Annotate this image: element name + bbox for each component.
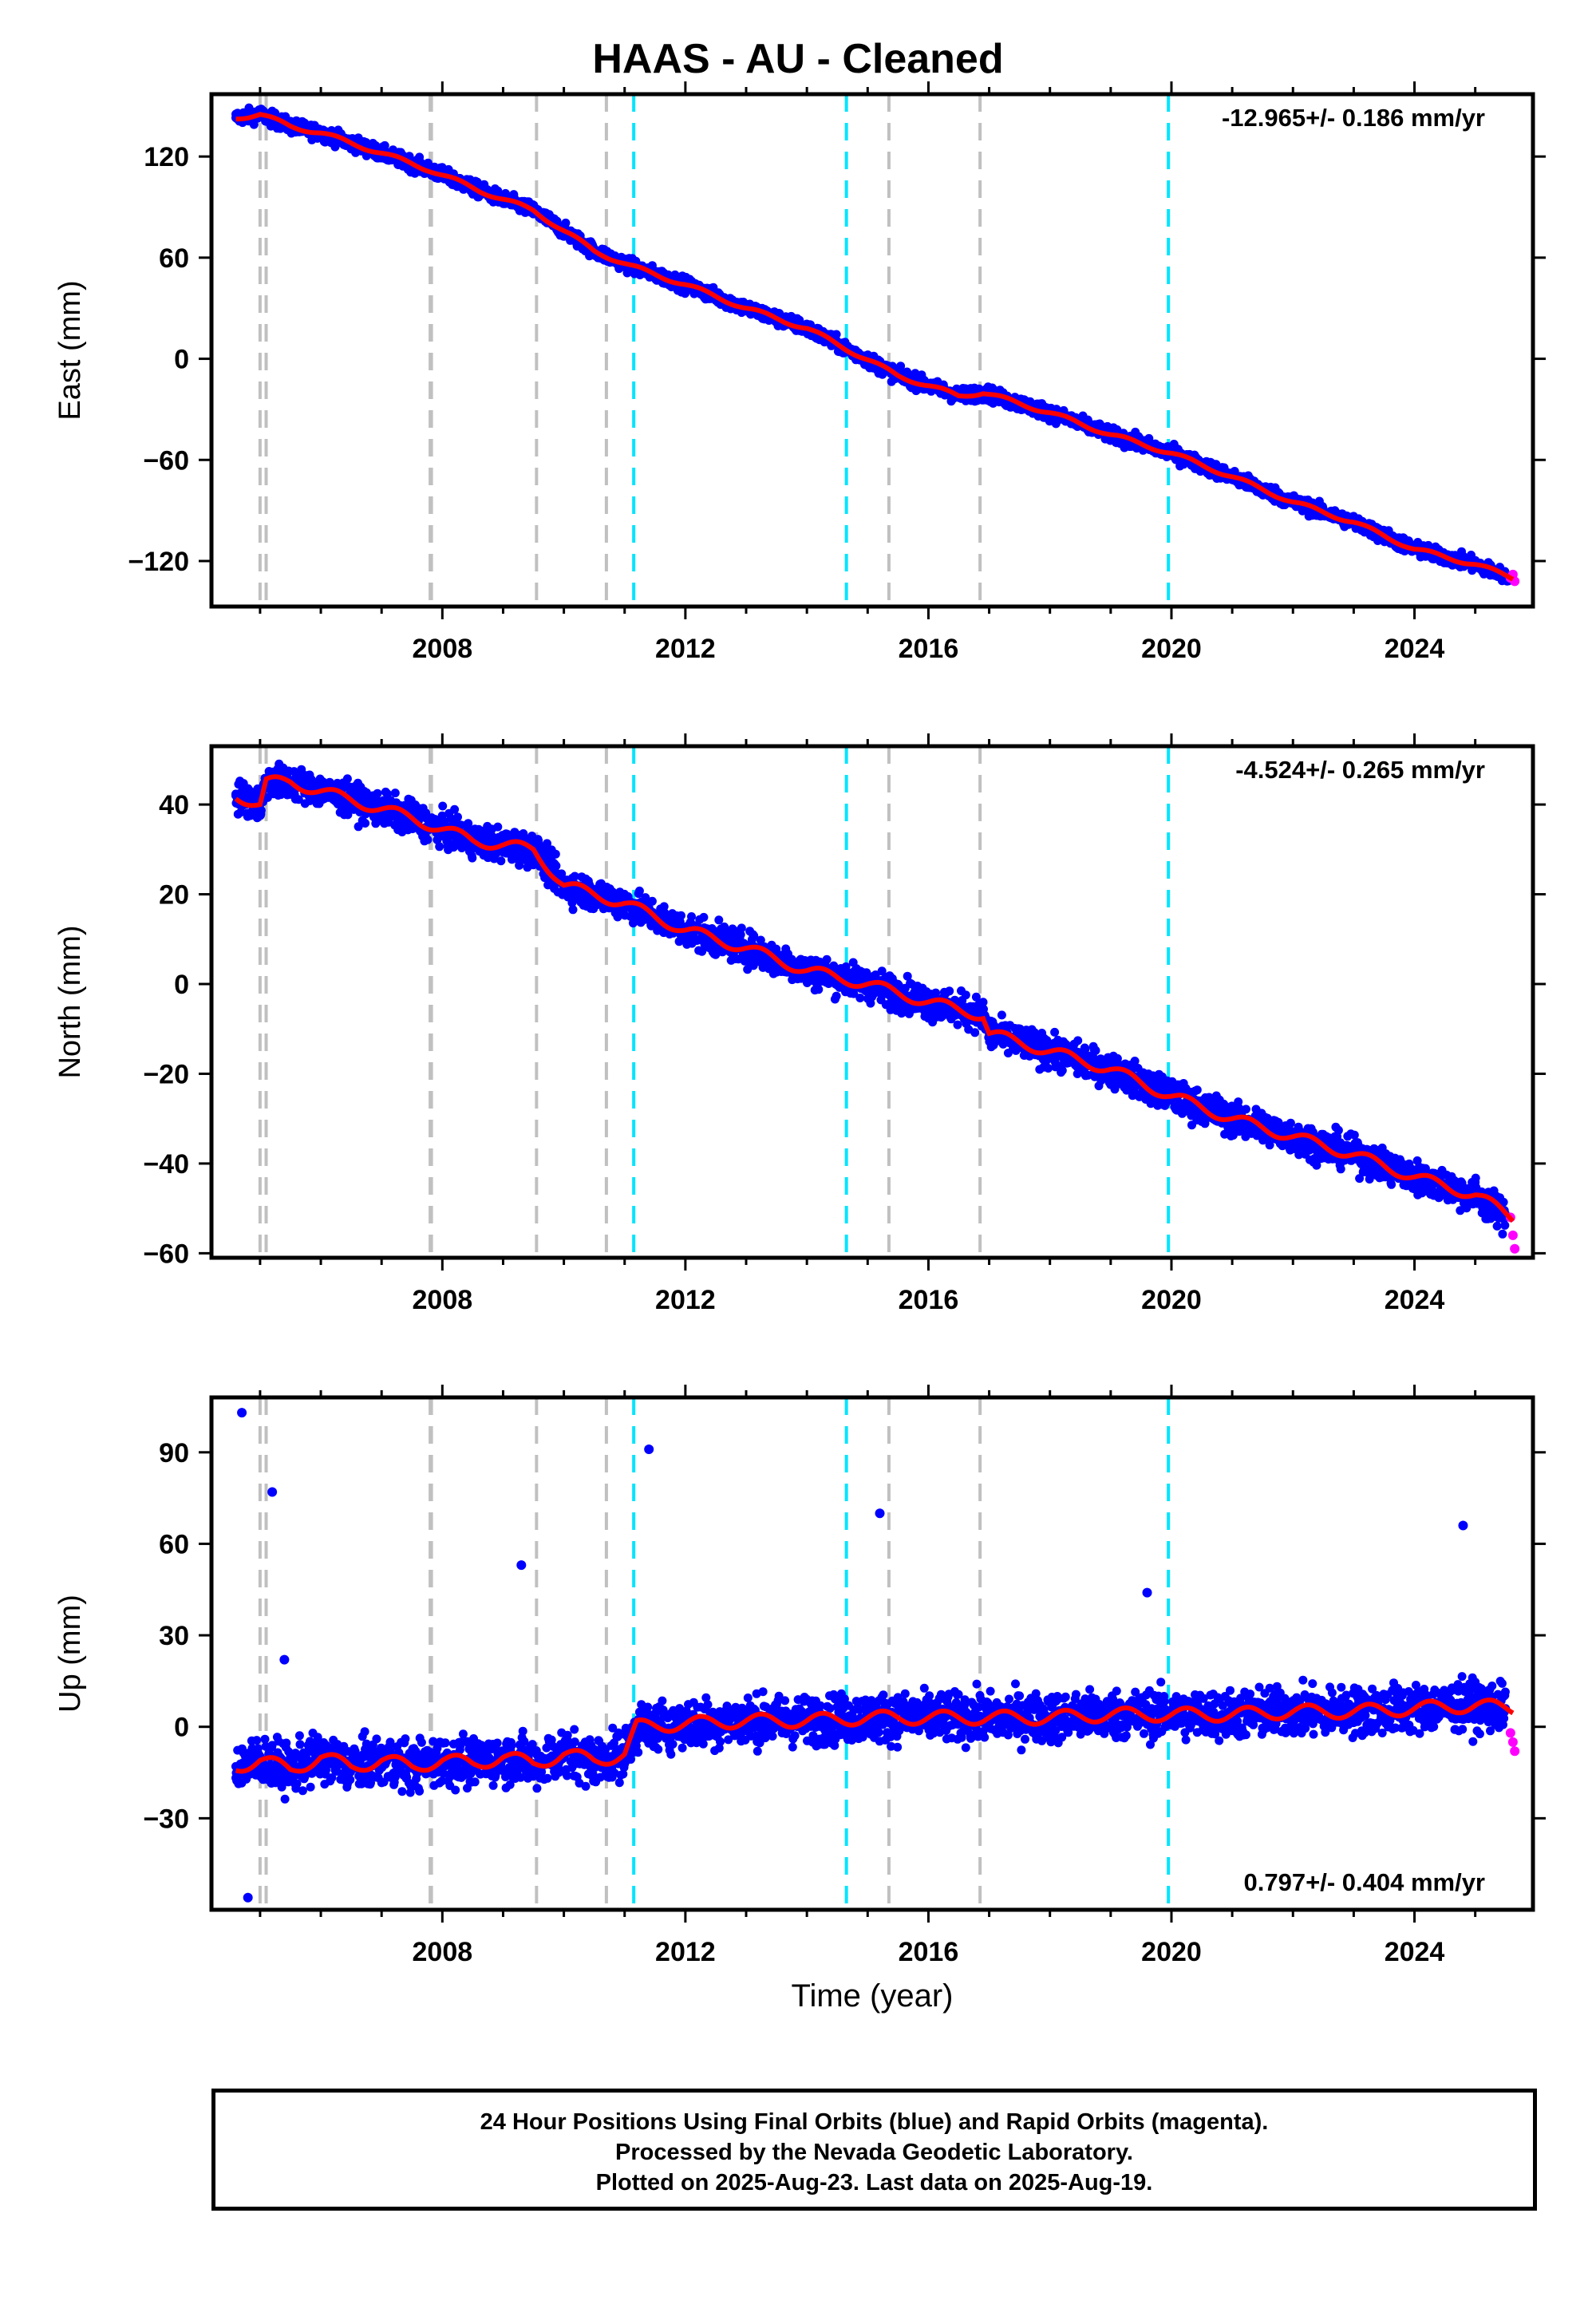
position-point bbox=[970, 1028, 980, 1037]
position-point bbox=[832, 991, 841, 1001]
position-point bbox=[468, 853, 477, 863]
position-point bbox=[832, 330, 841, 339]
position-point bbox=[1050, 1027, 1060, 1037]
y-tick-label: 60 bbox=[159, 243, 189, 274]
position-point bbox=[961, 990, 970, 1000]
position-point bbox=[450, 804, 460, 814]
velocity-rate-label: -12.965+/- 0.186 mm/yr bbox=[1222, 104, 1485, 132]
position-point bbox=[361, 819, 370, 828]
position-point bbox=[699, 912, 709, 922]
position-point bbox=[714, 915, 724, 925]
position-point bbox=[390, 788, 400, 798]
position-point bbox=[568, 905, 578, 915]
position-point bbox=[945, 986, 954, 996]
position-point bbox=[737, 923, 746, 933]
y-tick-label: 120 bbox=[144, 142, 189, 172]
position-point bbox=[1091, 1045, 1100, 1055]
y-tick-label: −60 bbox=[143, 445, 189, 476]
position-point bbox=[855, 994, 865, 1002]
panel-north: 2008 2012 2016 2020 2024−60−40−2002040North … bbox=[53, 733, 1546, 1315]
position-point bbox=[896, 362, 906, 371]
panel-east: 2008 2012 2016 2020 2024 −120 −60 0 60 120 East (m… bbox=[53, 81, 1546, 664]
model-fit-line bbox=[235, 112, 1515, 582]
position-point bbox=[380, 140, 389, 150]
position-point bbox=[551, 849, 560, 859]
position-point bbox=[676, 911, 685, 920]
x-tick-label: 2020 bbox=[1141, 634, 1202, 664]
daily-positions bbox=[231, 759, 1510, 1239]
position-point bbox=[496, 856, 506, 866]
position-point bbox=[435, 842, 444, 852]
position-point bbox=[687, 912, 696, 921]
x-tick-label: 2016 bbox=[899, 634, 959, 664]
position-point bbox=[634, 886, 644, 895]
position-point bbox=[997, 1010, 1006, 1020]
page-title: HAAS - AU - Cleaned bbox=[592, 36, 1004, 82]
y-tick-label: 0 bbox=[174, 345, 189, 375]
x-tick-label: 2024 bbox=[1385, 634, 1445, 664]
position-point bbox=[551, 861, 561, 871]
x-tick-label: 2012 bbox=[655, 634, 716, 664]
position-point bbox=[647, 896, 657, 906]
position-point bbox=[342, 774, 352, 784]
position-point bbox=[814, 985, 824, 994]
x-tick-label: 2008 bbox=[413, 634, 473, 664]
y-tick-label: −120 bbox=[128, 547, 189, 577]
y-axis-label: East (mm) bbox=[53, 280, 87, 420]
position-point bbox=[822, 954, 832, 964]
position-point bbox=[423, 835, 433, 844]
position-point bbox=[561, 218, 571, 227]
position-point bbox=[493, 822, 503, 832]
position-point bbox=[953, 1020, 962, 1030]
position-point bbox=[438, 801, 448, 811]
position-point bbox=[1057, 1065, 1067, 1075]
position-point bbox=[453, 812, 462, 822]
position-point bbox=[1073, 1036, 1083, 1045]
